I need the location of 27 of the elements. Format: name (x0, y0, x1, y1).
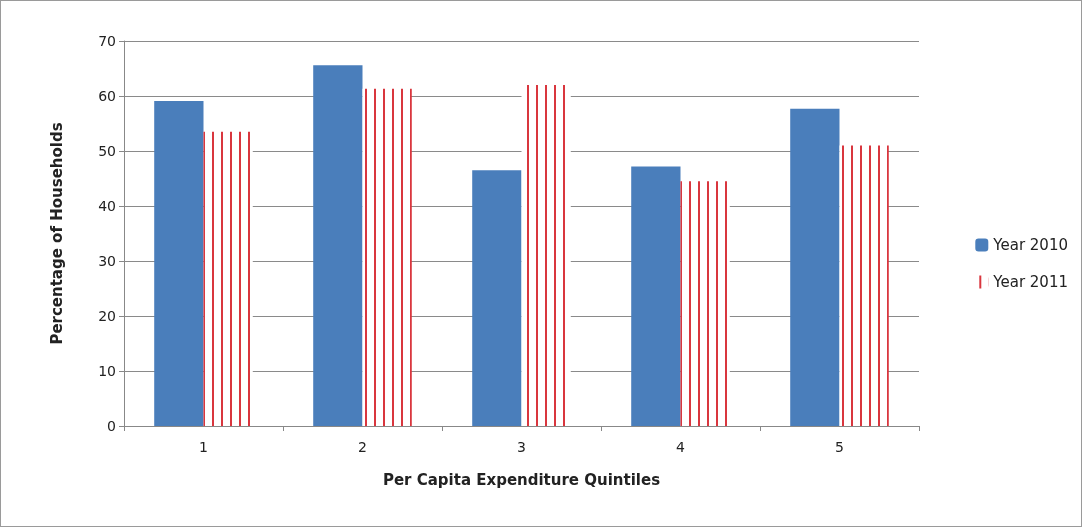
bar (313, 65, 363, 426)
legend-label: Year 2010 (992, 236, 1068, 254)
y-tick-label: 50 (98, 143, 116, 159)
x-tick-label: 2 (358, 439, 367, 455)
bar (472, 170, 522, 426)
bar (631, 166, 681, 426)
bar (154, 100, 204, 426)
y-tick-label: 10 (98, 363, 116, 379)
y-tick-label: 20 (98, 308, 116, 324)
bar (790, 108, 840, 426)
y-tick-label: 40 (98, 198, 116, 214)
bar (521, 85, 571, 426)
y-tick-label: 70 (98, 33, 116, 49)
y-axis-title: Percentage of Households (47, 122, 66, 345)
bar (839, 145, 889, 426)
x-tick-label: 5 (835, 439, 844, 455)
bar (362, 88, 412, 426)
bar (203, 131, 253, 426)
x-axis-title: Per Capita Expenditure Quintiles (382, 470, 661, 489)
y-tick-label: 0 (107, 418, 116, 434)
x-tick-label: 3 (517, 439, 526, 455)
y-tick-label: 30 (98, 253, 116, 269)
legend-label: Year 2011 (992, 273, 1068, 291)
bar (680, 181, 730, 426)
x-tick-label: 4 (676, 439, 686, 455)
x-tick-label: 1 (199, 439, 208, 455)
y-tick-label: 60 (98, 88, 116, 104)
